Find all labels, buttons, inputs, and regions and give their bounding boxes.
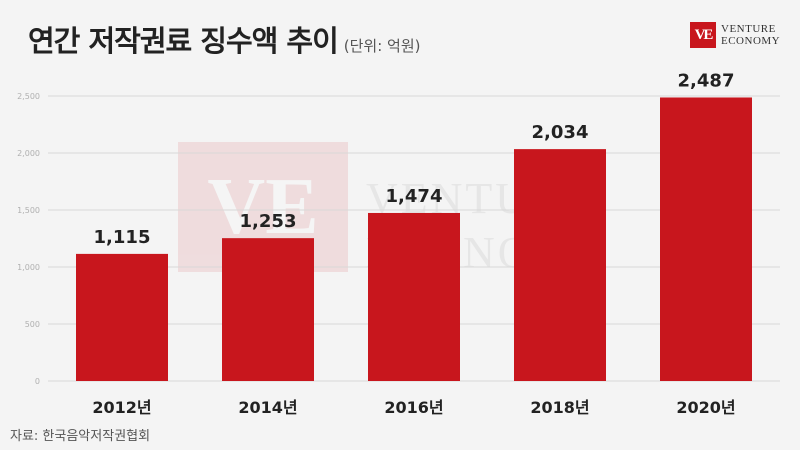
logo-line-1: VENTURE (721, 23, 776, 35)
source-note: 자료: 한국음악저작권협회 (10, 429, 151, 444)
bar-value-label: 1,253 (240, 211, 297, 232)
bar-value-label: 2,487 (678, 70, 735, 91)
bar-value-label: 1,115 (94, 227, 151, 248)
venture-economy-logo: VE VENTURE ECONOMY (690, 22, 780, 48)
y-tick-label: 1,000 (17, 263, 40, 272)
bar (222, 238, 314, 381)
y-tick-label: 0 (35, 377, 40, 386)
bar (368, 212, 460, 381)
bar (514, 149, 606, 381)
chart-header: 연간 저작권료 징수액 추이 (단위: 억원) (28, 18, 421, 60)
bar (660, 97, 752, 382)
x-category-label: 2016년 (384, 398, 443, 417)
y-tick-label: 500 (25, 320, 40, 329)
logo-wordmark: VENTURE ECONOMY (721, 23, 780, 47)
chart-title: 연간 저작권료 징수액 추이 (28, 24, 339, 58)
x-category-label: 2012년 (92, 398, 151, 417)
y-tick-label: 2,000 (17, 149, 40, 158)
x-category-label: 2014년 (238, 398, 297, 417)
x-category-label: 2020년 (676, 398, 735, 417)
y-tick-label: 1,500 (17, 206, 40, 215)
x-category-label: 2018년 (530, 398, 589, 417)
y-tick-label: 2,500 (17, 92, 40, 101)
bar-value-label: 2,034 (532, 122, 589, 143)
unit-label: (단위: 억원) (343, 37, 421, 55)
bar-value-label: 1,474 (386, 186, 443, 207)
logo-line-2: ECONOMY (721, 35, 781, 47)
bar (76, 253, 168, 381)
logo-mark: VE (690, 22, 716, 48)
